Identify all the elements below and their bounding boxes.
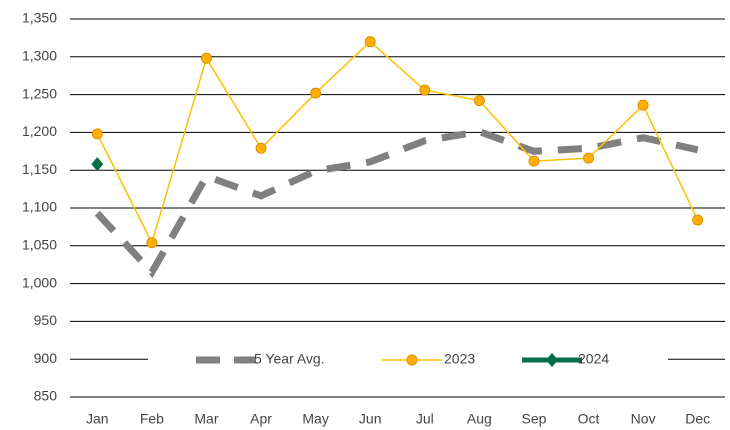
legend: 5 Year Avg. 2023 2024 [196,351,609,367]
y-tick-label: 1,350 [22,10,57,26]
point [200,52,212,64]
legend-label: 2024 [578,351,609,367]
y-tick-label: 950 [34,312,58,328]
x-tick-label: May [302,411,328,427]
x-tick-label: Feb [140,411,164,427]
x-tick-label: Jun [359,411,382,427]
x-tick-label: Jan [86,411,109,427]
x-tick-label: Oct [578,411,600,427]
y-tick-label: 1,050 [22,237,57,253]
x-tick-label: Dec [685,411,710,427]
y-tick-label: 1,300 [22,48,57,64]
series-line [96,40,699,245]
point [310,87,322,99]
point [473,95,485,107]
y-tick-label: 1,150 [22,161,57,177]
x-tick-label: Apr [250,411,272,427]
y-tick-label: 1,200 [22,123,57,139]
point [406,354,418,366]
legend-label: 5 Year Avg. [254,351,325,367]
point [91,157,104,172]
y-tick-label: 1,100 [22,199,57,215]
point [255,142,267,154]
point [692,214,704,226]
x-tick-label: Jul [416,411,434,427]
y-tick-label: 1,000 [22,274,57,290]
point [528,155,540,167]
y-tick-label: 900 [34,350,58,366]
x-tick-label: Nov [631,411,656,427]
x-tick-label: Mar [194,411,218,427]
point [91,128,103,140]
point [419,84,431,96]
point [546,353,558,367]
point [146,237,158,249]
y-tick-label: 1,250 [22,85,57,101]
series-line [94,128,699,279]
point [583,152,595,164]
y-tick-label: 850 [34,388,58,404]
legend-label: 2023 [444,351,475,367]
x-tick-label: Aug [467,411,492,427]
point [364,36,376,48]
x-tick-label: Sep [521,411,546,427]
point [637,99,649,111]
